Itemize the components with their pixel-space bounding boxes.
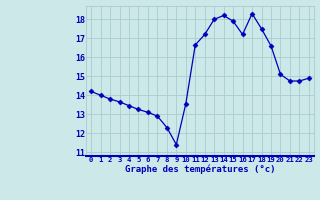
- X-axis label: Graphe des températures (°c): Graphe des températures (°c): [125, 165, 275, 174]
